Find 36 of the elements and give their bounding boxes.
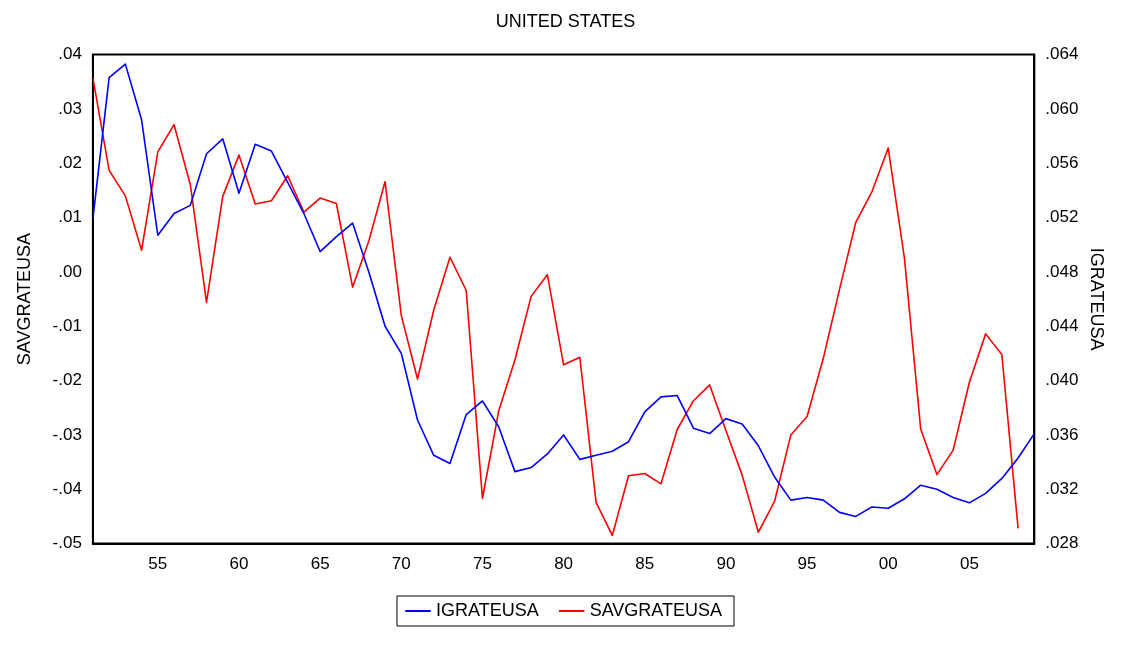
y2-tick-label: .048: [1045, 261, 1079, 281]
y-tick-label: -.04: [52, 478, 82, 498]
x-tick-label: 85: [635, 554, 655, 574]
y-tick-label: .04: [58, 44, 82, 64]
y-tick-label: -.03: [52, 424, 82, 444]
chart-title: UNITED STATES: [495, 10, 636, 31]
x-tick-label: 80: [554, 554, 574, 574]
y2-tick-label: .040: [1045, 370, 1079, 390]
x-tick-label: 95: [797, 554, 817, 574]
y2-tick-label: .052: [1045, 207, 1079, 227]
y-axis-title: SAVGRATEUSA: [13, 232, 34, 366]
x-tick-label: 70: [391, 554, 411, 574]
legend-label: IGRATEUSA: [435, 599, 539, 620]
x-tick-label: 00: [878, 554, 898, 574]
x-tick-label: 60: [229, 554, 249, 574]
y-tick-label: .03: [58, 98, 82, 118]
x-tick-label: 05: [959, 554, 979, 574]
y2-axis-title: IGRATEUSA: [1087, 247, 1108, 351]
y2-tick-label: .060: [1045, 98, 1079, 118]
y-tick-label: .01: [58, 207, 82, 227]
legend-label: SAVGRATEUSA: [589, 599, 723, 620]
y-tick-label: -.05: [52, 533, 82, 553]
x-tick-label: 65: [310, 554, 330, 574]
x-tick-label: 90: [716, 554, 736, 574]
y2-tick-label: .056: [1045, 152, 1079, 172]
y2-tick-label: .044: [1045, 315, 1079, 335]
x-tick-label: 55: [148, 554, 168, 574]
x-tick-label: 75: [472, 554, 492, 574]
y2-tick-label: .064: [1045, 44, 1079, 64]
y-tick-label: -.01: [52, 315, 82, 335]
y-tick-label: -.02: [52, 370, 82, 390]
y2-tick-label: .028: [1045, 533, 1079, 553]
y-tick-label: .02: [58, 152, 82, 172]
y2-tick-label: .036: [1045, 424, 1079, 444]
y-tick-label: .00: [58, 261, 82, 281]
y2-tick-label: .032: [1045, 478, 1079, 498]
